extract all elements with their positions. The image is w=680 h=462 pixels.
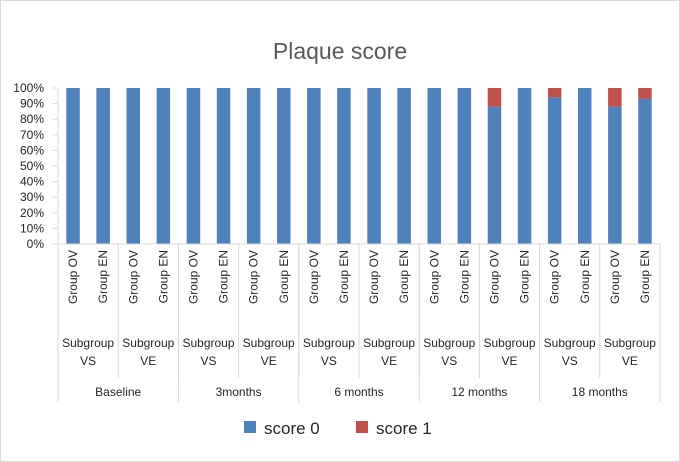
chart-title: Plaque score (272, 38, 408, 64)
bar-segment-score-0 (578, 88, 592, 244)
bar-segment-score-0 (397, 88, 411, 244)
x-subgroup-label-line2: VS (321, 354, 337, 368)
bar-segment-score-1 (608, 88, 622, 107)
legend-swatch (244, 421, 256, 433)
x-subgroup-label-line2: VE (501, 354, 517, 368)
x-subgroup-label-line1: Subgroup (243, 336, 295, 350)
x-subgroup-label-line1: Subgroup (303, 336, 355, 350)
x-category-label: Group EN (96, 250, 110, 303)
x-subgroup-label-line1: Subgroup (122, 336, 174, 350)
y-tick-label: 60% (20, 143, 44, 157)
x-time-label: 18 months (572, 385, 628, 399)
y-tick-label: 80% (20, 112, 44, 126)
x-subgroup-label-line1: Subgroup (363, 336, 415, 350)
x-subgroup-label-line1: Subgroup (423, 336, 475, 350)
x-category-label: Group EN (457, 250, 471, 303)
bar-segment-score-0 (337, 88, 351, 244)
x-category-label: Group OV (126, 250, 140, 304)
x-subgroup-label-line2: VS (441, 354, 457, 368)
x-subgroup-label-line2: VS (80, 354, 96, 368)
x-time-label: Baseline (95, 385, 141, 399)
x-category-label: Group EN (156, 250, 170, 303)
y-tick-label: 30% (20, 190, 44, 204)
x-subgroup-label-line2: VE (140, 354, 156, 368)
x-subgroup-label-line1: Subgroup (483, 336, 535, 350)
x-subgroup-label-line1: Subgroup (604, 336, 656, 350)
legend-label: score 1 (376, 419, 432, 438)
x-category-label: Group OV (247, 250, 261, 304)
bar-segment-score-0 (186, 88, 201, 244)
bar-segment-score-0 (156, 88, 171, 244)
x-category-label: Group EN (277, 250, 291, 303)
y-tick-label: 20% (20, 206, 44, 220)
y-tick-label: 0% (27, 237, 45, 251)
y-tick-label: 70% (20, 128, 44, 142)
x-category-label: Group EN (638, 250, 652, 303)
y-tick-label: 10% (20, 221, 44, 235)
bar-segment-score-0 (487, 106, 502, 244)
x-category-label: Group OV (66, 250, 80, 304)
x-category-label: Group EN (337, 250, 351, 303)
x-subgroup-label-line2: VE (381, 354, 397, 368)
y-tick-label: 50% (20, 159, 44, 173)
bar-segment-score-0 (547, 97, 562, 244)
bar-segment-score-0 (66, 88, 80, 244)
bar-segment-score-0 (277, 88, 291, 244)
x-subgroup-label-line2: VE (261, 354, 277, 368)
bar-segment-score-0 (638, 98, 652, 244)
bar-segment-score-1 (487, 88, 502, 107)
x-category-label: Group OV (487, 250, 501, 304)
bar-segment-score-0 (246, 88, 261, 244)
x-category-label: Group OV (548, 250, 562, 304)
x-category-label: Group EN (518, 250, 532, 303)
bar-segment-score-0 (427, 88, 441, 244)
x-subgroup-label-line1: Subgroup (62, 336, 114, 350)
x-category-label: Group OV (608, 250, 622, 304)
bar-segment-score-0 (126, 88, 140, 244)
y-tick-label: 100% (13, 81, 44, 95)
bar-segment-score-0 (517, 88, 532, 244)
x-time-label: 6 months (334, 385, 383, 399)
bar-segment-score-1 (638, 88, 652, 99)
x-time-label: 12 months (451, 385, 507, 399)
x-subgroup-label-line2: VS (200, 354, 216, 368)
x-category-label: Group OV (367, 250, 381, 304)
x-category-label: Group EN (578, 250, 592, 303)
bar-segment-score-0 (96, 88, 110, 244)
x-category-label: Group OV (427, 250, 441, 304)
x-category-label: Group EN (397, 250, 411, 303)
x-subgroup-label-line2: VE (622, 354, 638, 368)
bar-segment-score-0 (216, 88, 231, 244)
x-category-label: Group OV (186, 250, 200, 304)
x-time-label: 3months (216, 385, 262, 399)
y-tick-label: 40% (20, 175, 44, 189)
legend-swatch (356, 421, 368, 433)
bar-segment-score-1 (547, 88, 562, 98)
x-subgroup-label-line1: Subgroup (182, 336, 234, 350)
bar-segment-score-0 (367, 88, 381, 244)
x-category-label: Group OV (307, 250, 321, 304)
x-subgroup-label-line1: Subgroup (544, 336, 596, 350)
y-tick-label: 90% (20, 97, 44, 111)
bar-segment-score-0 (307, 88, 321, 244)
x-subgroup-label-line2: VS (562, 354, 578, 368)
x-category-label: Group EN (217, 250, 231, 303)
bar-segment-score-0 (608, 106, 622, 244)
legend-label: score 0 (264, 419, 320, 438)
bar-segment-score-0 (457, 88, 472, 244)
